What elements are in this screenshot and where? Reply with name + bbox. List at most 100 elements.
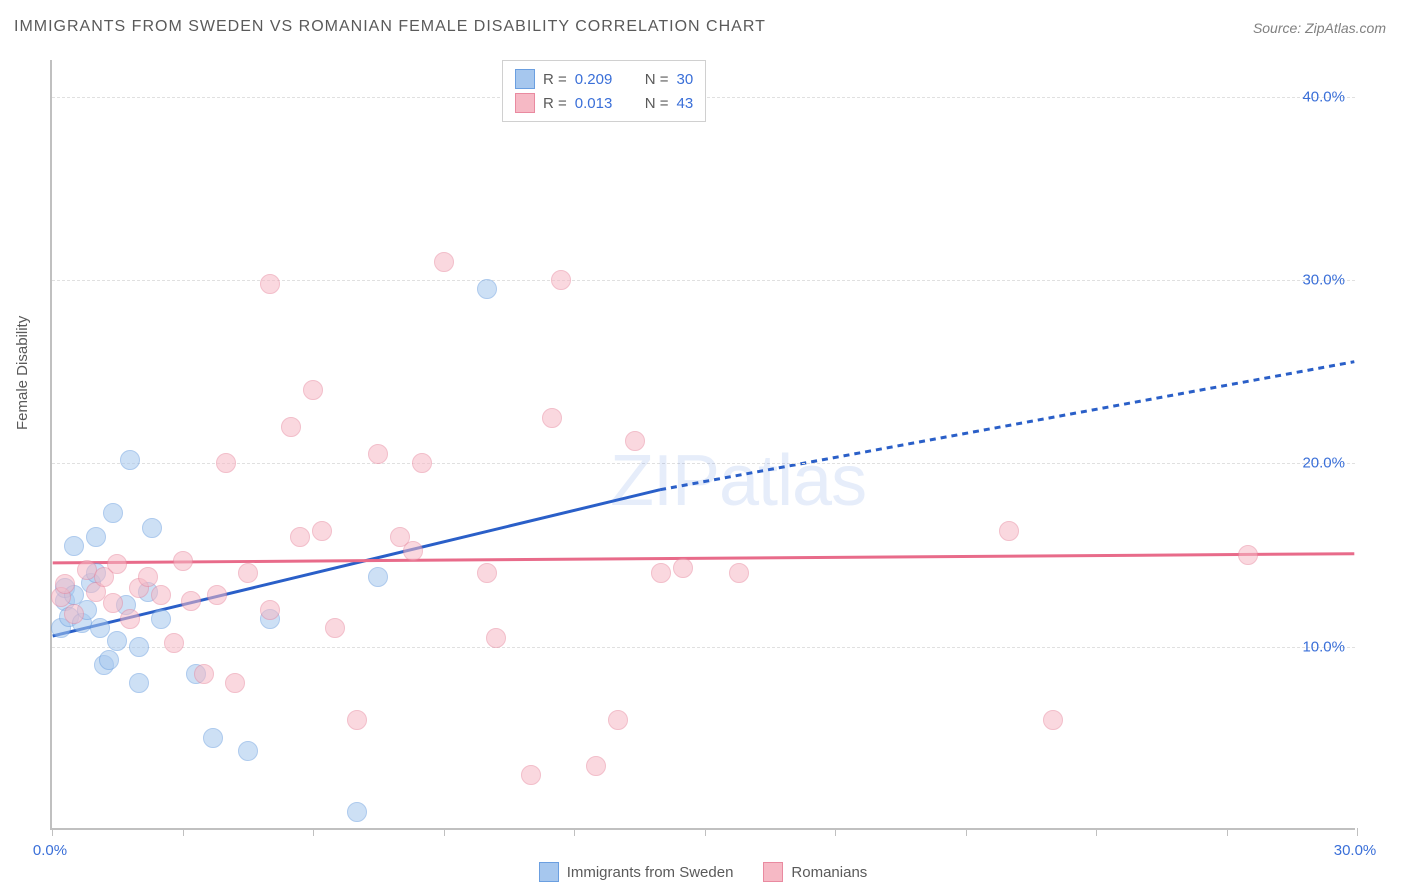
gridline [52,647,1355,648]
data-point [64,536,84,556]
x-tick [313,828,314,836]
data-point [129,673,149,693]
data-point [99,650,119,670]
data-point [238,741,258,761]
legend-swatch [539,862,559,882]
data-point [651,563,671,583]
data-point [151,585,171,605]
data-point [412,453,432,473]
data-point [203,728,223,748]
legend-label: Romanians [791,864,867,881]
data-point [238,563,258,583]
x-tick [1227,828,1228,836]
data-point [368,444,388,464]
x-tick-label: 30.0% [1334,842,1377,859]
data-point [477,279,497,299]
data-point [138,567,158,587]
legend-swatch [515,69,535,89]
data-point [347,802,367,822]
r-label: R = [543,71,567,88]
chart-title: IMMIGRANTS FROM SWEDEN VS ROMANIAN FEMAL… [14,18,766,36]
n-label: N = [645,71,669,88]
data-point [129,637,149,657]
data-point [999,521,1019,541]
data-point [312,521,332,541]
data-point [181,591,201,611]
legend-stats: R =0.209N =30R =0.013N =43 [502,60,706,122]
y-tick-label: 10.0% [1302,638,1345,655]
n-label: N = [645,95,669,112]
data-point [542,408,562,428]
data-point [281,417,301,437]
data-point [673,558,693,578]
x-tick [1096,828,1097,836]
data-point [403,541,423,561]
data-point [207,585,227,605]
data-point [55,574,75,594]
y-tick-label: 40.0% [1302,88,1345,105]
x-tick [574,828,575,836]
data-point [107,631,127,651]
data-point [290,527,310,547]
gridline [52,280,1355,281]
n-value: 43 [677,95,694,112]
data-point [608,710,628,730]
data-point [216,453,236,473]
data-point [107,554,127,574]
data-point [486,628,506,648]
legend-item: Romanians [763,862,867,882]
r-value: 0.013 [575,95,625,112]
y-tick-label: 30.0% [1302,272,1345,289]
data-point [120,609,140,629]
data-point [521,765,541,785]
x-tick [705,828,706,836]
data-point [86,527,106,547]
data-point [625,431,645,451]
legend-series: Immigrants from Sweden Romanians [0,862,1406,882]
legend-stat-row: R =0.209N =30 [515,67,693,91]
data-point [173,551,193,571]
x-tick [52,828,53,836]
data-point [325,618,345,638]
data-point [103,503,123,523]
data-point [103,593,123,613]
legend-stat-row: R = 0.013 N = 43 [515,91,693,115]
plot-region: 10.0% 20.0% 30.0% 40.0% [50,60,1355,830]
legend-swatch [763,862,783,882]
data-point [586,756,606,776]
x-tick [444,828,445,836]
trend-lines [52,60,1355,828]
x-tick [835,828,836,836]
x-tick [1357,828,1358,836]
data-point [120,450,140,470]
data-point [225,673,245,693]
source-attribution: Source: ZipAtlas.com [1253,20,1386,36]
x-tick-label: 0.0% [33,842,67,859]
y-axis-label: Female Disability [14,316,31,430]
data-point [1043,710,1063,730]
data-point [551,270,571,290]
data-point [142,518,162,538]
data-point [194,664,214,684]
data-point [368,567,388,587]
r-label: R = [543,95,567,112]
data-point [164,633,184,653]
legend-swatch [515,93,535,113]
data-point [151,609,171,629]
data-point [260,600,280,620]
x-tick [966,828,967,836]
data-point [90,618,110,638]
x-tick [183,828,184,836]
y-tick-label: 20.0% [1302,455,1345,472]
data-point [434,252,454,272]
chart-area: 10.0%20.0%30.0%40.0% ZIPatlas [50,60,1355,830]
legend-label: Immigrants from Sweden [567,864,734,881]
legend-item: Immigrants from Sweden [539,862,734,882]
data-point [729,563,749,583]
data-point [303,380,323,400]
data-point [260,274,280,294]
data-point [347,710,367,730]
data-point [477,563,497,583]
n-value: 30 [677,71,694,88]
gridline [52,463,1355,464]
